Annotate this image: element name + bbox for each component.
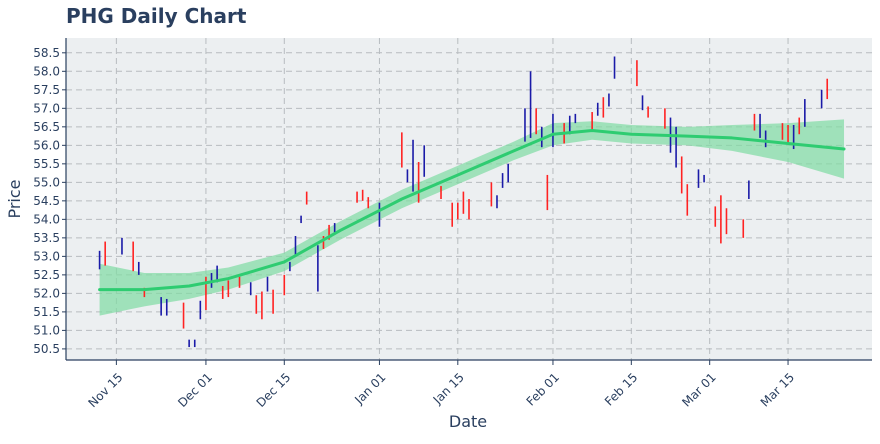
- x-tick-label: Jan 15: [430, 370, 467, 407]
- trend-line-layer: [98, 129, 846, 292]
- x-tick-label: Dec 15: [254, 370, 294, 410]
- x-tick-label: Mar 15: [758, 370, 797, 409]
- y-tick-label: 58.5: [33, 46, 60, 60]
- x-tick-label: Feb 01: [524, 370, 562, 408]
- y-tick-label: 54.0: [33, 212, 60, 226]
- y-tick-label: 53.5: [33, 231, 60, 245]
- y-tick-label: 56.5: [33, 120, 60, 134]
- y-tick-label: 52.0: [33, 286, 60, 300]
- x-tick-label: Dec 01: [175, 370, 215, 410]
- y-tick-label: 57.5: [33, 83, 60, 97]
- chart-title: PHG Daily Chart: [66, 4, 247, 28]
- y-tick-label: 56.0: [33, 138, 60, 152]
- confidence-band-layer: [99, 119, 845, 316]
- y-tick-label: 53.0: [33, 249, 60, 263]
- y-tick-label: 51.5: [33, 305, 60, 319]
- y-tick-label: 51.0: [33, 323, 60, 337]
- y-tick-label: 52.5: [33, 268, 60, 282]
- y-axis-label: Price: [5, 179, 24, 218]
- x-tick-label: Nov 15: [86, 370, 126, 410]
- y-tick-label: 57.0: [33, 101, 60, 115]
- y-tick-label: 55.0: [33, 175, 60, 189]
- x-tick-label: Mar 01: [679, 370, 718, 409]
- trend-line: [98, 129, 846, 292]
- x-tick-label: Feb 15: [602, 370, 640, 408]
- y-tick-label: 55.5: [33, 157, 60, 171]
- confidence-band: [99, 119, 845, 316]
- y-tick-label: 50.5: [33, 342, 60, 356]
- y-tick-label: 58.0: [33, 64, 60, 78]
- x-axis-label: Date: [449, 412, 487, 431]
- x-tick-label: Jan 01: [351, 370, 388, 407]
- y-tick-label: 54.5: [33, 194, 60, 208]
